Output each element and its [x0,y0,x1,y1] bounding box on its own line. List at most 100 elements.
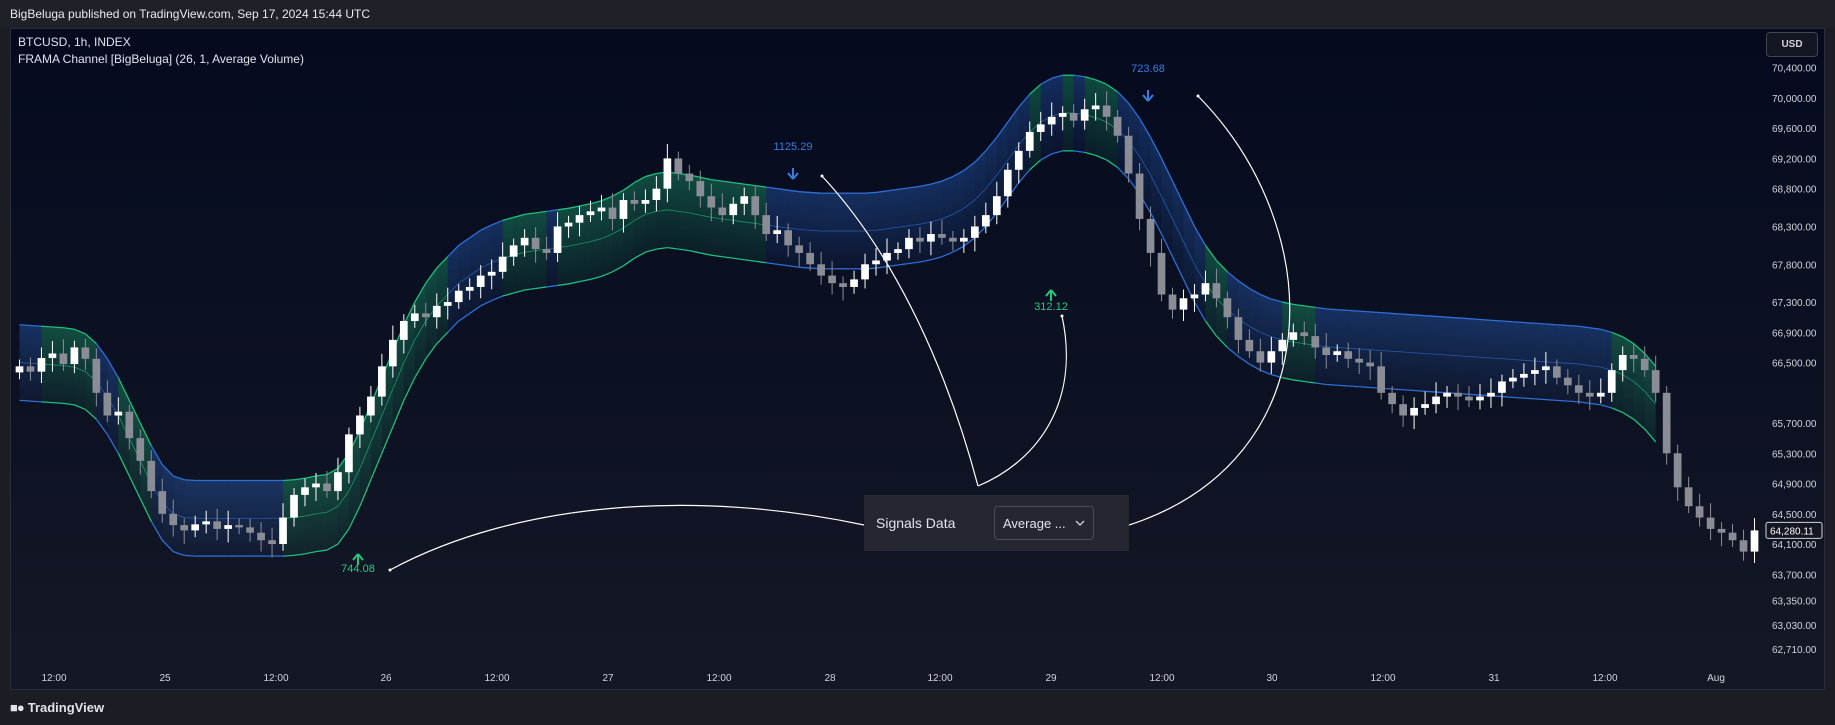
band-mid-line [480,262,492,269]
candle-body [674,158,683,174]
candle-body [1739,540,1748,552]
band-mid-line [656,209,668,212]
band-lower-line [1348,385,1360,388]
price-tick-label: 67,300.00 [1772,298,1817,309]
band-lower-line [63,402,75,406]
band-mid-line [1545,361,1557,363]
band-mid-line [348,468,361,492]
band-lower-line [1051,150,1063,155]
band-mid-line [1447,354,1459,357]
candle-body [1717,528,1726,533]
band-upper-line [1193,226,1207,246]
candle-body [1465,396,1473,401]
band-mid-line [919,221,932,225]
band-upper-line [1425,315,1437,318]
band-upper-line [458,237,471,246]
band-lower-line [184,554,196,557]
band-lower-line [52,401,64,405]
band-upper-line [63,327,75,330]
time-tick-label: 28 [824,673,836,684]
tradingview-logo-icon: ■● [10,700,25,715]
candle-body [476,275,485,287]
candle-body [1574,385,1583,393]
band-lower-line [436,331,449,345]
candle-body [1102,105,1111,117]
band-upper-line [1073,74,1085,78]
band-mid-line [1293,341,1305,345]
band-lower-line [1392,388,1404,391]
price-tick-label: 70,000.00 [1772,94,1817,105]
candle-body [872,260,880,265]
candle-body [575,215,584,223]
band-lower-line [1403,389,1415,392]
candle-body [213,521,221,529]
band-lower-line [908,261,921,265]
band-mid-line [414,320,427,341]
candle-body [542,249,551,253]
arrow-down-icon [1142,90,1154,102]
candle-body [421,313,430,318]
band-lower-line [722,256,734,259]
band-mid-line [403,339,416,363]
band-mid-line [722,218,734,221]
time-tick-label: 27 [602,673,614,684]
band-mid-line [886,226,899,230]
band-lower-line [744,259,756,262]
candle-body [784,230,793,246]
band-mid-line [337,490,350,507]
price-tick-label: 63,030.00 [1772,621,1817,632]
band-upper-line [897,187,910,191]
price-tick-label: 65,300.00 [1772,449,1817,460]
arrow-up-icon [1045,289,1057,301]
band-lower-line [315,549,328,553]
band-upper-line [139,422,152,447]
band-lower-line [623,257,635,267]
band-mid-line [1029,121,1042,133]
band-lower-line [766,262,778,265]
band-mid-line [1425,353,1437,355]
signals-data-select[interactable]: Average ... [994,506,1094,540]
band-mid-line [612,227,624,235]
candle-body [279,517,287,545]
band-lower-line [930,256,943,261]
candle-body [718,207,727,216]
band-upper-line [1106,83,1118,93]
arrow-down-icon [787,168,799,180]
price-tick-label: 63,700.00 [1772,570,1817,581]
band-lower-line [1282,377,1294,381]
band-upper-line [919,183,932,188]
candle-body [1377,366,1385,393]
candle-body [762,215,771,235]
currency-button[interactable]: USD [1766,32,1818,57]
band-lower-line [1018,169,1031,184]
candle-body [1245,339,1254,352]
arrow-up-icon [352,553,364,565]
band-lower-line [74,404,86,411]
band-upper-line [41,325,53,328]
band-upper-line [590,200,602,205]
band-mid-line [678,210,690,214]
candle-body [1069,113,1078,121]
band-lower-line [1523,397,1535,400]
band-mid-line [1556,362,1568,364]
candle-body [938,234,946,238]
band-upper-line [1171,180,1185,205]
band-lower-line [1556,399,1568,402]
candle-body [839,283,847,287]
band-lower-line [963,237,976,247]
band-lower-line [84,408,97,420]
band-lower-line [733,257,745,261]
band-upper-line [974,150,987,163]
candle-body [224,525,232,529]
band-mid-line [777,226,789,229]
band-upper-line [1534,322,1546,325]
candle-body [1256,351,1265,363]
candle-body [1520,373,1528,378]
band-upper-line [1501,320,1513,323]
band-lower-line [601,271,613,277]
candle-body [509,245,518,257]
band-mid-line [1095,117,1107,123]
band-upper-line [788,189,800,193]
band-upper-line [963,161,976,172]
